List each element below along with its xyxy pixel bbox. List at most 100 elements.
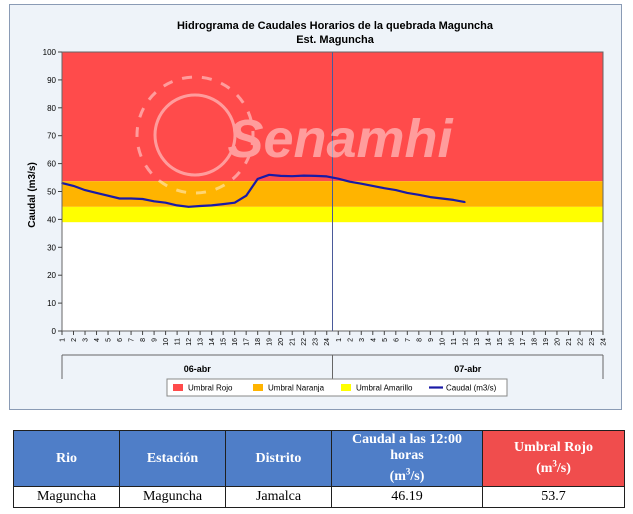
legend-swatch-umbral-rojo [173, 384, 183, 391]
hydrograph-chart: Hidrograma de Caudales Horarios de la qu… [27, 20, 608, 397]
y-tick-label: 10 [47, 299, 56, 308]
x-tick-label: 8 [140, 338, 147, 342]
data-point [233, 201, 236, 204]
data-point [153, 200, 155, 203]
data-point [130, 197, 132, 200]
data-point [199, 205, 201, 207]
cell-caudal: 46.19 [331, 486, 483, 508]
data-point [187, 206, 190, 208]
x-tick-label: 18 [531, 338, 538, 346]
data-point [279, 175, 282, 177]
x-tick-label: 21 [566, 338, 573, 346]
y-tick-label: 40 [47, 215, 56, 224]
data-point [176, 204, 178, 207]
header-estacion: Estación [119, 430, 226, 487]
data-point [360, 182, 363, 185]
series-line-0 [61, 173, 466, 208]
x-tick-label: 15 [497, 338, 504, 346]
y-tick-label: 50 [47, 188, 56, 197]
data-point [118, 197, 121, 200]
data-point [314, 175, 317, 177]
x-tick-label: 1 [336, 338, 343, 342]
data-point [302, 174, 305, 177]
data-table: Rio Estación Distrito Caudal a las 12:00… [13, 430, 625, 508]
x-tick-label: 4 [94, 338, 101, 342]
x-tick-label: 2 [71, 338, 78, 342]
legend-label-caudal-m3-s: Caudal (m3/s) [446, 384, 497, 393]
x-tick-label: 24 [601, 338, 608, 346]
umbral-unit: (m3/s) [536, 458, 571, 477]
header-rio: Rio [13, 430, 120, 487]
y-axis-label: Caudal (m3/s) [27, 162, 38, 228]
x-tick-label: 20 [278, 338, 285, 346]
x-tick-label: 4 [370, 338, 377, 342]
data-point [164, 201, 167, 204]
legend-swatch-umbral-naranja [253, 384, 263, 391]
data-point [256, 178, 259, 180]
day-label-06-abr: 06-abr [184, 364, 212, 374]
x-tick-label: 16 [232, 338, 239, 346]
x-tick-label: 10 [163, 338, 170, 346]
data-point [245, 194, 247, 197]
data-point [84, 189, 86, 191]
x-tick-label: 13 [474, 338, 481, 346]
x-tick-label: 22 [577, 338, 584, 346]
header-caudal-label: Caudal a las 12:00 horas [351, 431, 463, 463]
watermark: Senamhi [135, 75, 454, 195]
y-tick-label: 70 [47, 132, 56, 141]
header-umbral-label: Umbral Rojo [514, 439, 593, 455]
x-tick-label: 12 [462, 338, 469, 346]
x-tick-label: 15 [221, 338, 228, 346]
data-point [95, 192, 98, 194]
header-umbral-rojo: Umbral Rojo (m3/s) [482, 430, 625, 487]
x-tick-label: 14 [209, 338, 216, 346]
data-point [107, 194, 109, 197]
data-point [72, 185, 75, 187]
x-tick-label: 9 [152, 338, 159, 342]
y-tick-label: 100 [43, 48, 57, 57]
cell-rio: Maguncha [13, 486, 120, 508]
data-point [441, 197, 443, 200]
legend-box [166, 378, 508, 397]
x-tick-label: 3 [359, 338, 366, 342]
legend-swatch-umbral-amarillo [341, 384, 351, 391]
x-tick-label: 19 [543, 338, 550, 346]
data-point [429, 196, 432, 198]
chart-frame: Hidrograma de Caudales Horarios de la qu… [9, 4, 622, 410]
x-tick-label: 20 [554, 338, 561, 346]
data-point [268, 173, 270, 176]
x-tick-label: 11 [175, 338, 182, 345]
x-tick-label: 1 [60, 338, 67, 342]
x-tick-label: 13 [198, 338, 205, 346]
x-tick-label: 17 [244, 338, 251, 346]
data-point [406, 192, 409, 194]
legend-label-umbral-rojo: Umbral Rojo [188, 384, 233, 393]
x-tick-label: 14 [485, 338, 492, 346]
y-tick-label: 0 [52, 327, 57, 336]
caudal-unit: (m3/s) [389, 466, 425, 485]
data-point [348, 180, 351, 183]
x-tick-label: 2 [347, 338, 354, 342]
x-tick-label: 8 [416, 338, 423, 342]
header-distrito: Distrito [225, 430, 332, 487]
y-tick-label: 60 [47, 160, 56, 169]
day-label-07-abr: 07-abr [454, 364, 482, 374]
legend-label-umbral-naranja: Umbral Naranja [268, 384, 325, 393]
y-tick-label: 80 [47, 104, 56, 113]
data-point [291, 175, 294, 177]
table-header-row: Rio Estación Distrito Caudal a las 12:00… [13, 430, 625, 487]
x-tick-label: 5 [106, 338, 113, 342]
x-tick-label: 10 [439, 338, 446, 346]
chart-subtitle: Est. Maguncha [296, 34, 375, 46]
data-point [222, 203, 224, 205]
data-point [452, 199, 455, 201]
legend: Umbral Rojo Umbral Naranja Umbral Amarillo… [166, 378, 508, 397]
x-tick-label: 24 [324, 338, 331, 346]
header-caudal: Caudal a las 12:00 horas (m3/s) [331, 430, 483, 487]
y-tick-label: 20 [47, 271, 56, 280]
x-tick-label: 9 [428, 338, 435, 342]
x-tick-label: 19 [267, 338, 274, 346]
data-point [325, 175, 328, 178]
data-point [418, 194, 420, 196]
